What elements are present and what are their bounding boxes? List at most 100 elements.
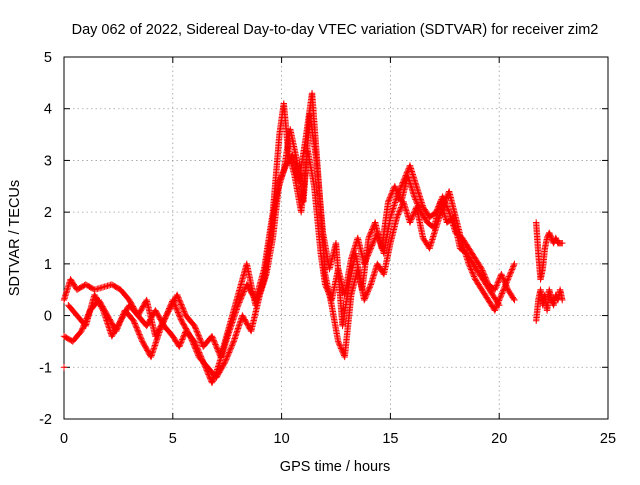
data-point [123, 306, 131, 313]
data-point [137, 334, 144, 341]
data-point [210, 337, 217, 344]
data-point [394, 211, 402, 218]
data-point [395, 191, 402, 198]
data-point [131, 318, 138, 326]
data-point [157, 323, 164, 330]
data-point [364, 289, 371, 297]
data-point [222, 357, 229, 364]
data-point [496, 294, 504, 301]
data-point [387, 192, 394, 200]
data-point [176, 313, 183, 320]
data-point [496, 302, 503, 309]
data-point [131, 320, 138, 327]
data-point [169, 299, 176, 307]
data-point [111, 327, 119, 335]
data-point [115, 320, 122, 328]
data-point [197, 336, 204, 343]
data-point [180, 333, 187, 340]
data-point [158, 320, 166, 328]
data-point [160, 317, 167, 325]
data-point [366, 284, 373, 291]
data-point [498, 291, 505, 299]
data-point [494, 279, 502, 286]
data-point [368, 227, 375, 235]
x-tick-label: 20 [491, 431, 507, 447]
data-point [362, 292, 370, 300]
data-point [170, 298, 177, 305]
data-point [116, 318, 124, 325]
data-point [221, 358, 229, 366]
data-point [492, 305, 499, 313]
data-point [385, 197, 393, 204]
data-point [193, 326, 200, 334]
data-point [365, 234, 372, 242]
y-axis-label: SDTVAR / TECUs [7, 180, 23, 296]
data-point [193, 349, 201, 357]
data-point [412, 196, 419, 203]
data-point [336, 341, 343, 348]
data-point [222, 356, 230, 363]
data-point [504, 277, 511, 284]
data-point [417, 207, 424, 214]
data-point [223, 354, 230, 362]
data-point [163, 310, 171, 318]
data-point [190, 341, 197, 348]
data-point [188, 335, 195, 343]
data-point [121, 310, 128, 317]
data-point [78, 326, 86, 333]
data-point [407, 216, 415, 223]
data-point [229, 339, 237, 347]
data-point [155, 327, 162, 334]
data-point [132, 323, 140, 330]
data-point [133, 324, 140, 331]
data-point [136, 332, 144, 340]
data-point [175, 294, 182, 301]
data-point [367, 229, 375, 236]
data-point [499, 273, 506, 281]
data-point [394, 212, 401, 220]
data-point [177, 314, 184, 322]
data-point [108, 333, 116, 340]
data-point [186, 331, 193, 339]
data-point [335, 339, 342, 347]
chart-title: Day 062 of 2022, Sidereal Day-to-day VTE… [72, 22, 599, 38]
data-point [391, 183, 398, 190]
data-point [225, 349, 233, 356]
data-point [336, 342, 344, 349]
data-point [178, 337, 185, 345]
data-point [225, 350, 232, 358]
data-point [152, 331, 160, 339]
data-point [136, 331, 143, 338]
y-tick-label: -1 [39, 360, 52, 376]
data-point [176, 341, 184, 349]
data-point [135, 329, 143, 337]
data-point [78, 327, 85, 335]
data-point [495, 278, 502, 285]
data-point [499, 287, 507, 294]
data-point [505, 274, 512, 282]
data-point [221, 360, 228, 367]
data-point [177, 339, 185, 346]
data-point [123, 307, 130, 314]
data-point [367, 282, 374, 290]
data-point [392, 185, 400, 193]
data-point [370, 238, 377, 245]
data-point [120, 311, 128, 318]
data-point [493, 282, 500, 289]
data-point [162, 313, 169, 321]
data-point [508, 267, 515, 275]
data-point [392, 184, 399, 191]
data-point [469, 269, 476, 276]
data-point [511, 296, 518, 304]
data-point [510, 295, 517, 302]
data-point [191, 342, 198, 350]
data-point [227, 346, 234, 353]
data-point [160, 316, 168, 323]
data-point [491, 286, 499, 293]
y-tick-label: 2 [44, 205, 52, 221]
data-point [469, 270, 477, 277]
data-point [385, 198, 392, 205]
data-point [395, 209, 402, 217]
data-point [442, 196, 449, 204]
